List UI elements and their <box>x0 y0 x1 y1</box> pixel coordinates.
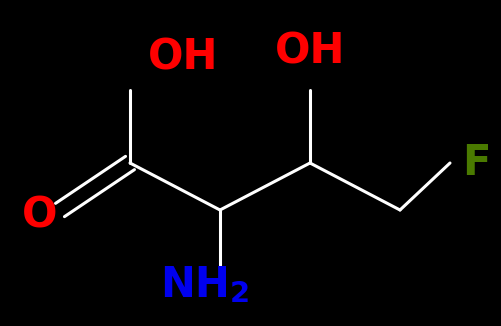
Text: OH: OH <box>275 31 345 73</box>
Text: NH: NH <box>160 264 230 306</box>
Text: OH: OH <box>148 37 218 79</box>
Text: 2: 2 <box>230 280 250 308</box>
Text: F: F <box>462 142 490 184</box>
Text: O: O <box>22 194 58 236</box>
